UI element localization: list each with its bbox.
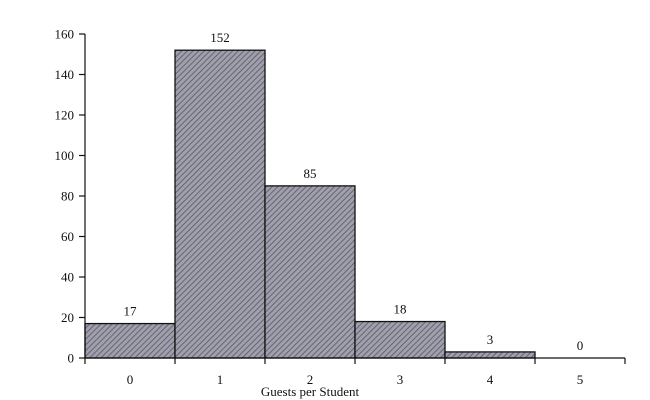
x-axis: 0 1 2 3 4 5 [84, 357, 626, 387]
x-tick-label-5: 5 [577, 372, 584, 387]
bar-1 [174, 49, 266, 359]
y-tick-label: 140 [55, 67, 75, 82]
x-tick-label-3: 3 [397, 372, 404, 387]
bars-group [84, 49, 536, 359]
x-tick-label-2: 2 [307, 372, 314, 387]
x-tick-label-0: 0 [127, 372, 134, 387]
data-label-0: 17 [124, 304, 138, 319]
y-tick-label: 100 [55, 148, 75, 163]
bar-3 [354, 320, 446, 359]
data-label-2: 85 [304, 166, 317, 181]
bar-0 [84, 322, 176, 359]
data-labels-group: 17 152 85 18 3 0 [124, 30, 584, 353]
y-tick-label: 80 [61, 189, 74, 204]
y-tick-label: 20 [61, 310, 74, 325]
y-tick-label: 40 [61, 270, 74, 285]
data-label-1: 152 [210, 30, 230, 45]
data-label-5: 0 [577, 338, 584, 353]
y-tick-label: 120 [55, 108, 75, 123]
y-tick-label: 0 [68, 351, 75, 366]
x-tick-label-1: 1 [217, 372, 224, 387]
x-tick-label-4: 4 [487, 372, 494, 387]
bar-2 [264, 185, 356, 359]
x-axis-title: Guests per Student [261, 384, 360, 399]
y-axis: 0 20 40 60 80 100 120 140 160 [55, 27, 86, 366]
bar-4 [444, 351, 536, 359]
y-tick-label: 160 [55, 27, 75, 42]
data-label-3: 18 [394, 302, 407, 317]
data-label-4: 3 [487, 332, 494, 347]
y-tick-label: 60 [61, 229, 74, 244]
